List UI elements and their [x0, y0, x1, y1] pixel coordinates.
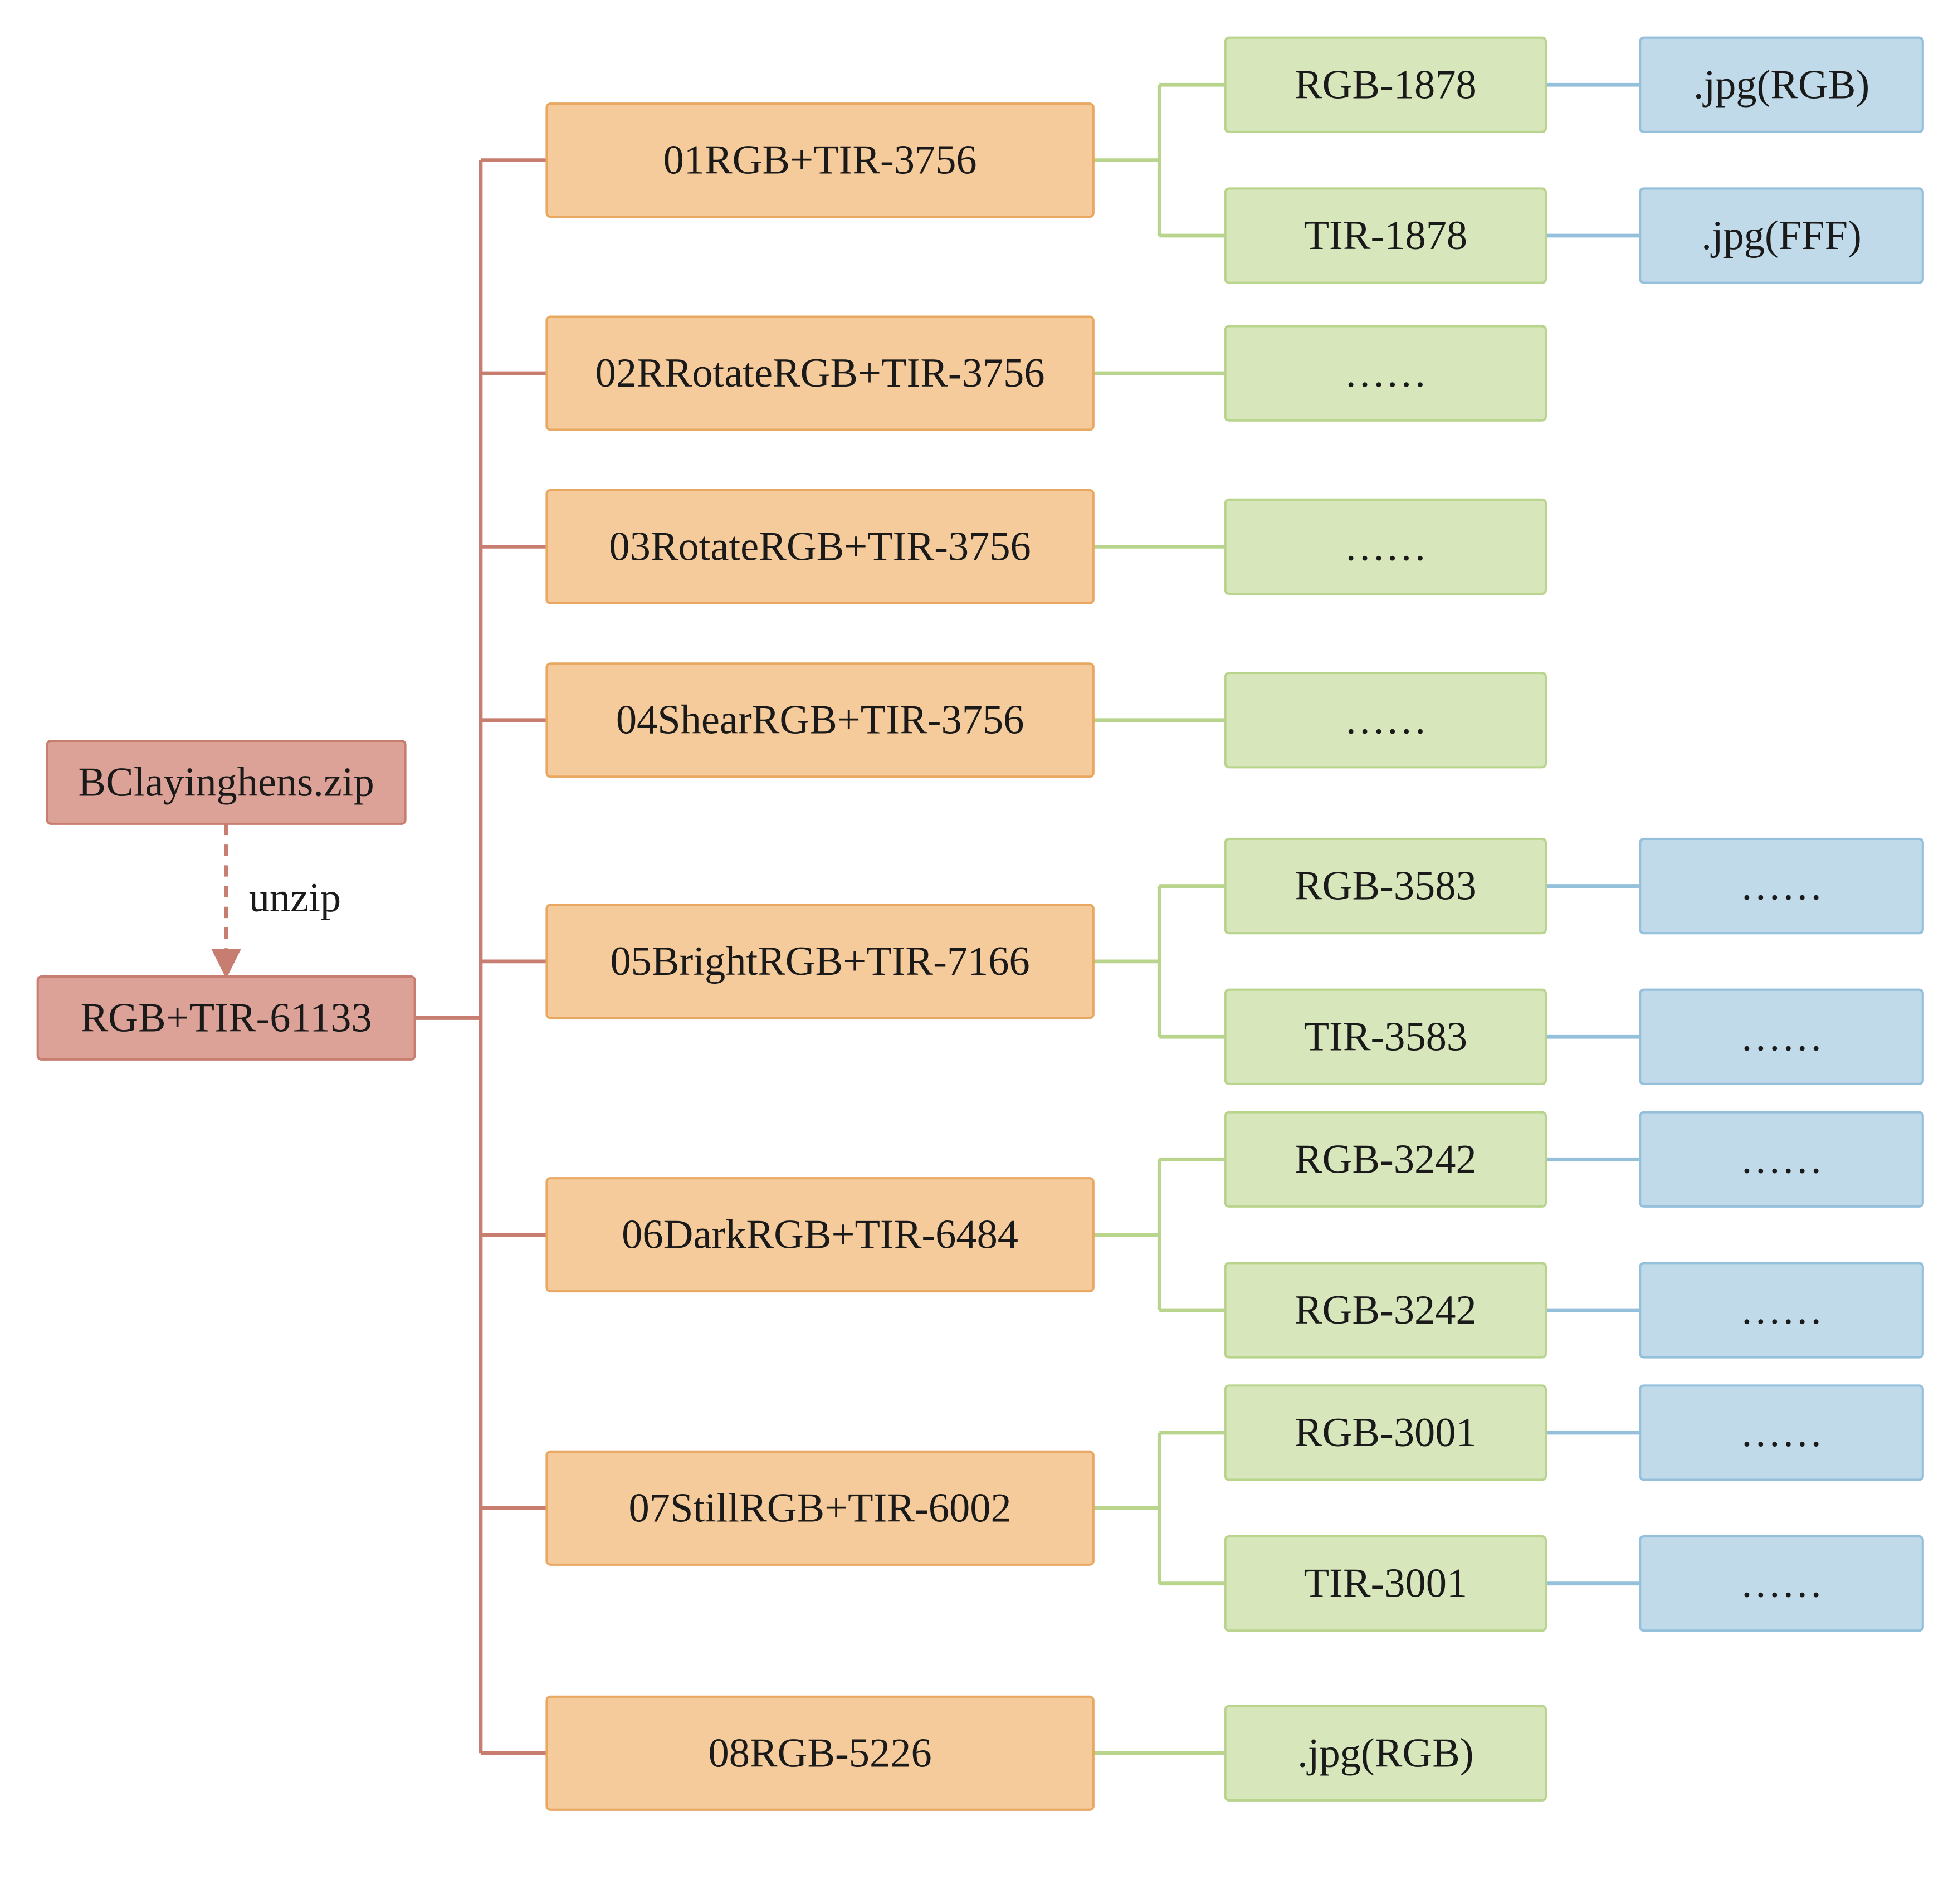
node-g6a: RGB-3242 — [1225, 1112, 1546, 1207]
boxes: BClayinghens.zip RGB+TIR-61133 01RGB+TIR-3… — [38, 38, 1923, 1810]
node-label: TIR-3583 — [1304, 1014, 1468, 1060]
node-b5a: …… — [1640, 839, 1923, 933]
node-label: …… — [1740, 1410, 1823, 1456]
node-label: BClayinghens.zip — [78, 759, 374, 805]
node-label: .jpg(RGB) — [1693, 62, 1869, 108]
node-label: RGB-3583 — [1295, 863, 1477, 909]
node-label: …… — [1344, 350, 1427, 396]
node-label: …… — [1740, 1014, 1823, 1060]
node-g5b: TIR-3583 — [1225, 990, 1546, 1084]
node-label: RGB-1878 — [1295, 62, 1477, 108]
node-g4: …… — [1225, 673, 1546, 767]
node-b7a: …… — [1640, 1385, 1923, 1480]
node-g7b: TIR-3001 — [1225, 1536, 1546, 1630]
node-b1b: .jpg(FFF) — [1640, 188, 1923, 282]
node-label: 01RGB+TIR-3756 — [663, 138, 977, 183]
node-n7: 07StillRGB+TIR-6002 — [546, 1452, 1093, 1565]
node-label: RGB-3242 — [1295, 1136, 1477, 1182]
node-n3: 03RotateRGB+TIR-3756 — [546, 490, 1093, 603]
node-label: TIR-1878 — [1304, 213, 1468, 258]
node-b7b: …… — [1640, 1536, 1923, 1630]
node-n4: 04ShearRGB+TIR-3756 — [546, 663, 1093, 777]
node-n8: 08RGB-5226 — [546, 1697, 1093, 1810]
node-label: RGB-3001 — [1295, 1410, 1477, 1456]
node-label: …… — [1740, 1136, 1823, 1182]
node-b6b: …… — [1640, 1263, 1923, 1357]
node-b1a: .jpg(RGB) — [1640, 38, 1923, 132]
node-label: 05BrightRGB+TIR-7166 — [610, 939, 1029, 984]
node-label: …… — [1344, 697, 1427, 743]
node-g6b: RGB-3242 — [1225, 1263, 1546, 1357]
node-label: 08RGB-5226 — [709, 1730, 932, 1776]
node-g1a: RGB-1878 — [1225, 38, 1546, 132]
node-label: TIR-3001 — [1304, 1561, 1468, 1607]
node-g3: …… — [1225, 500, 1546, 594]
node-label: 06DarkRGB+TIR-6484 — [622, 1212, 1018, 1258]
unzip-label: unzip — [249, 875, 341, 921]
node-label: …… — [1740, 1561, 1823, 1607]
node-label: 07StillRGB+TIR-6002 — [629, 1485, 1012, 1531]
node-label: .jpg(FFF) — [1701, 213, 1862, 258]
node-n6: 06DarkRGB+TIR-6484 — [546, 1178, 1093, 1291]
node-label: RGB+TIR-61133 — [81, 995, 372, 1041]
node-label: …… — [1740, 863, 1823, 909]
node-n5: 05BrightRGB+TIR-7166 — [546, 905, 1093, 1018]
node-g1b: TIR-1878 — [1225, 188, 1546, 282]
node-g8: .jpg(RGB) — [1225, 1706, 1546, 1800]
node-b5b: …… — [1640, 990, 1923, 1084]
node-label: 03RotateRGB+TIR-3756 — [609, 524, 1031, 569]
node-label: RGB-3242 — [1295, 1287, 1477, 1333]
node-g7a: RGB-3001 — [1225, 1385, 1546, 1480]
node-n2: 02RRotateRGB+TIR-3756 — [546, 317, 1093, 430]
tree-diagram: unzip BClayinghens.zip RGB+TIR-61133 01RGB+… — [0, 0, 1953, 1904]
node-label: 02RRotateRGB+TIR-3756 — [595, 350, 1045, 396]
node-g5a: RGB-3583 — [1225, 839, 1546, 933]
node-zip: BClayinghens.zip — [47, 741, 406, 824]
node-label: …… — [1740, 1287, 1823, 1333]
node-label: …… — [1344, 524, 1427, 569]
node-label: .jpg(RGB) — [1297, 1730, 1473, 1776]
node-n1: 01RGB+TIR-3756 — [546, 104, 1093, 217]
node-g2: …… — [1225, 326, 1546, 420]
node-root: RGB+TIR-61133 — [38, 977, 415, 1060]
node-label: 04ShearRGB+TIR-3756 — [616, 697, 1024, 743]
node-b6a: …… — [1640, 1112, 1923, 1207]
